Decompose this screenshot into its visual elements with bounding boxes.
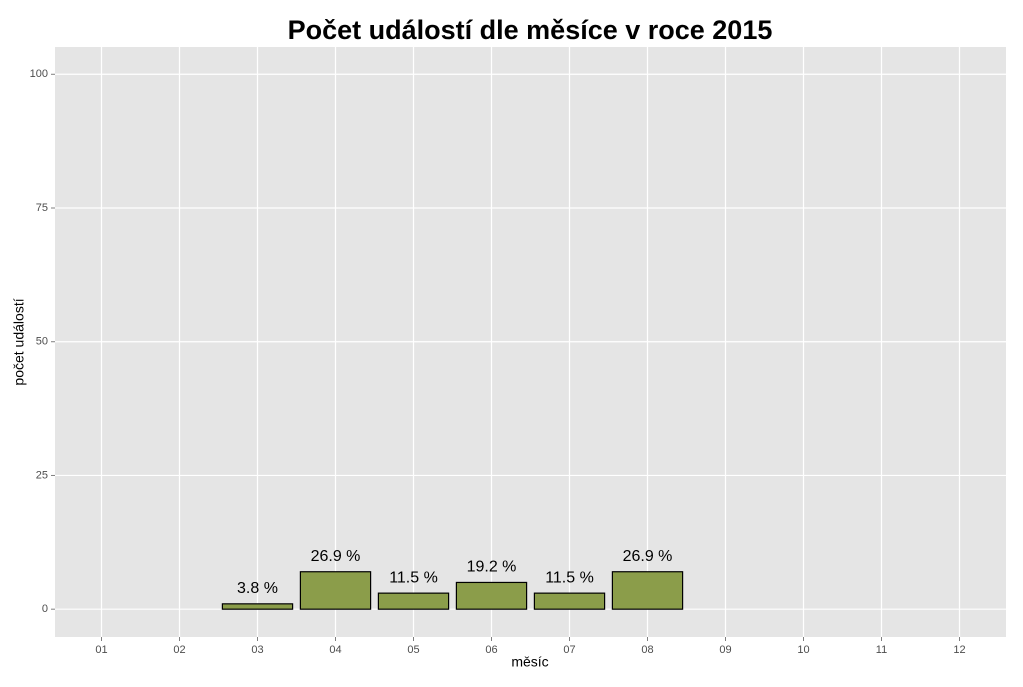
x-tick-label: 08 (641, 644, 653, 656)
value-label: 11.5 % (389, 569, 438, 586)
bar (611, 571, 684, 610)
value-label: 26.9 % (311, 548, 361, 565)
x-tick-label: 01 (95, 644, 107, 656)
value-label: 19.2 % (467, 559, 517, 576)
y-tick-label: 100 (30, 68, 48, 80)
value-label: 11.5 % (545, 569, 594, 586)
x-tick-label: 11 (876, 644, 887, 656)
x-tick-label: 04 (329, 644, 341, 656)
x-tick-label: 02 (173, 644, 185, 656)
y-tick-label: 25 (36, 469, 48, 481)
value-label: 26.9 % (623, 548, 673, 565)
bar (221, 603, 294, 610)
x-tick-label: 07 (563, 644, 575, 656)
x-axis-label: měsíc (511, 654, 548, 670)
x-tick-label: 09 (719, 644, 731, 656)
chart-title: Počet událostí dle měsíce v roce 2015 (288, 15, 773, 45)
x-tick-label: 03 (251, 644, 263, 656)
bar (455, 581, 528, 610)
bar (533, 592, 606, 610)
x-tick-label: 05 (407, 644, 419, 656)
x-tick-label: 06 (485, 644, 497, 656)
y-tick-label: 50 (36, 336, 48, 348)
y-tick-label: 75 (36, 202, 48, 214)
x-tick-label: 10 (797, 644, 809, 656)
value-label: 3.8 % (237, 580, 278, 597)
y-tick-label: 0 (42, 603, 48, 615)
bar (377, 592, 450, 610)
bar (299, 571, 372, 610)
y-axis-label: počet událostí (11, 298, 27, 385)
x-tick-label: 12 (953, 644, 965, 656)
